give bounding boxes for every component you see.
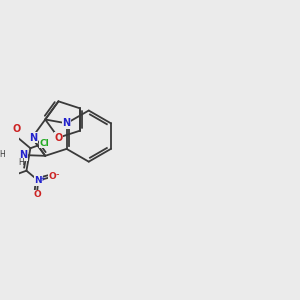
Text: H: H (19, 158, 24, 167)
Text: N: N (62, 118, 70, 128)
Text: O: O (54, 133, 63, 143)
Text: Cl: Cl (40, 139, 50, 148)
Text: O: O (12, 124, 20, 134)
Text: N: N (29, 133, 38, 143)
Text: O: O (33, 190, 41, 200)
Text: N: N (19, 150, 27, 160)
Text: H: H (0, 150, 5, 159)
Text: +: + (39, 176, 45, 182)
Text: -: - (56, 169, 59, 179)
Text: N: N (34, 176, 42, 185)
Text: O: O (48, 172, 56, 181)
